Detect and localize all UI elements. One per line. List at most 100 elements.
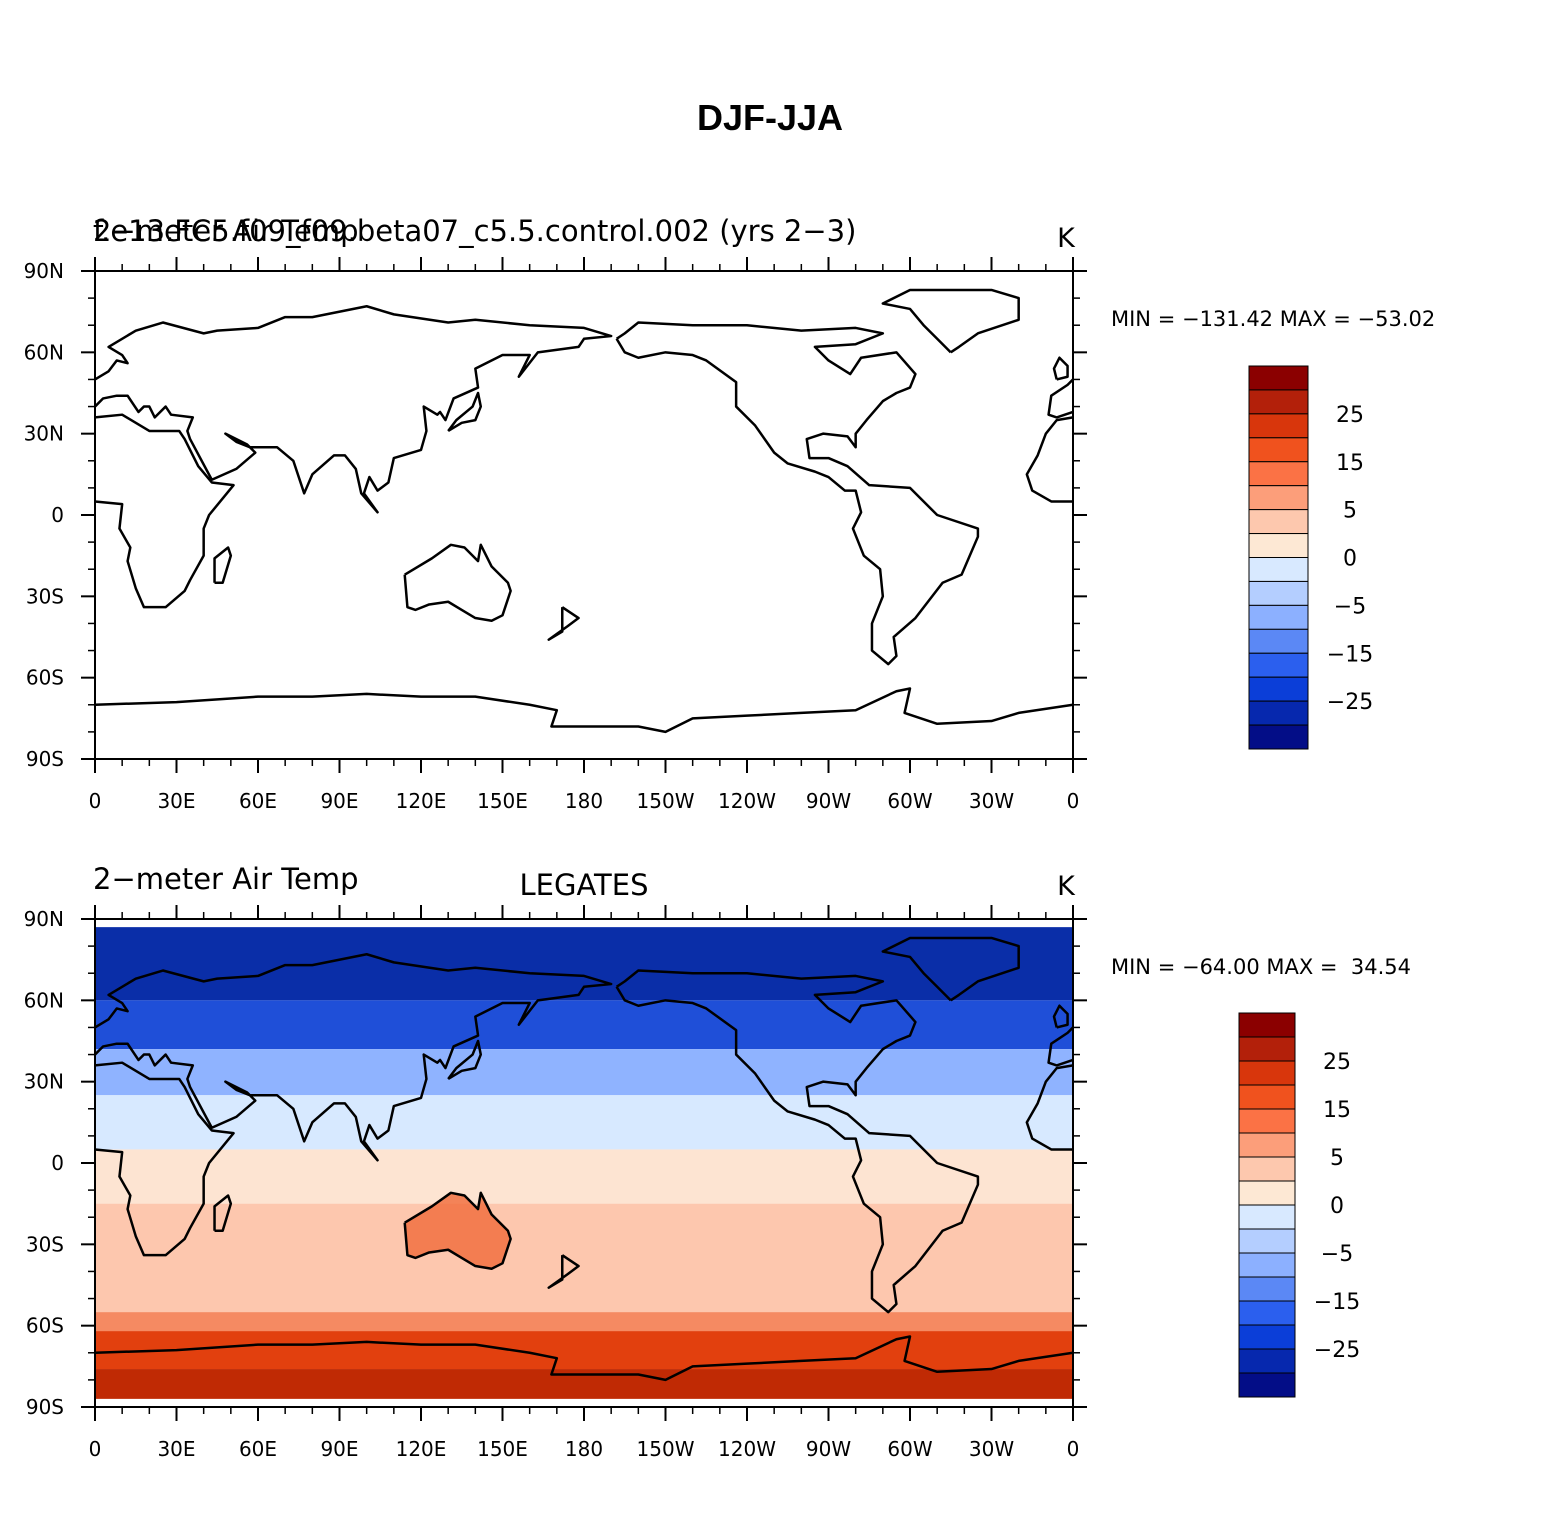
coastline xyxy=(94,1061,235,1257)
coastline xyxy=(881,936,1020,1002)
colorbar-box xyxy=(1248,413,1309,439)
lon-label: 150E xyxy=(477,1437,528,1461)
coastline xyxy=(94,1335,1074,1382)
panel-center-title: LEGATES xyxy=(520,868,649,902)
coastline xyxy=(94,952,613,1162)
panel-left-title: f.e13.FC5.f09_f09.beta07_c5.5.control.00… xyxy=(93,214,856,248)
colorbar-label: −15 xyxy=(1314,1290,1360,1315)
colorbar-box xyxy=(1248,580,1309,606)
lat-label: 90N xyxy=(24,907,64,931)
lon-label: 150E xyxy=(477,789,528,813)
lat-label: 0 xyxy=(51,503,64,527)
coastline xyxy=(1025,1064,1074,1151)
min-max: MIN = −64.00 MAX = 34.54 xyxy=(1111,955,1411,979)
colorbar-box xyxy=(1248,365,1309,391)
lon-label: 120E xyxy=(396,1437,447,1461)
min-max: MIN = −131.42 MAX = −53.02 xyxy=(1111,307,1435,331)
coastline xyxy=(213,1194,233,1233)
coastline xyxy=(447,1039,483,1081)
colorbar-box xyxy=(1248,509,1309,535)
colorbar-box xyxy=(1238,1276,1296,1302)
colorbar-box xyxy=(1238,1324,1296,1350)
coastline xyxy=(1052,356,1069,381)
lon-label: 30E xyxy=(157,789,195,813)
coastline xyxy=(1047,1026,1074,1067)
colorbar-box xyxy=(1238,1012,1296,1038)
colorbar-box xyxy=(1248,485,1309,511)
colorbar-box xyxy=(1248,557,1309,582)
field-band xyxy=(95,1149,1073,1204)
lon-label: 30W xyxy=(969,1437,1014,1461)
lon-label: 60E xyxy=(239,1437,277,1461)
lon-label: 90E xyxy=(320,789,358,813)
colorbar-box xyxy=(1248,461,1309,487)
field-band xyxy=(95,1331,1073,1370)
coastline xyxy=(403,1191,512,1270)
colorbar-label: 0 xyxy=(1330,1194,1344,1219)
colorbar-box xyxy=(1238,1132,1296,1158)
colorbar-box xyxy=(1248,628,1309,654)
lon-label: 150W xyxy=(637,1437,695,1461)
lat-label: 90N xyxy=(24,259,64,283)
colorbar-box xyxy=(1248,700,1309,726)
lat-label: 30N xyxy=(24,422,64,446)
colorbar-box xyxy=(1238,1180,1296,1206)
coastline xyxy=(1025,416,1074,503)
lon-label: 0 xyxy=(1067,1437,1080,1461)
field-band xyxy=(95,1049,1073,1096)
colorbar-box xyxy=(1238,1060,1296,1086)
field-patch xyxy=(404,1192,511,1269)
lon-label: 30E xyxy=(157,1437,195,1461)
coastline xyxy=(94,413,235,609)
coastline xyxy=(1052,1004,1069,1029)
colorbar-box xyxy=(1248,604,1309,630)
map-panel: 90N 60N 30N 0 30S 60S 90S 0 30E 60E 90E 120E 150E 180… xyxy=(24,214,1436,813)
coastline xyxy=(547,1254,580,1289)
lat-label: 30S xyxy=(26,584,64,608)
lon-label: 120W xyxy=(718,1437,776,1461)
field-band xyxy=(95,1000,1073,1050)
lon-label: 150W xyxy=(637,789,695,813)
colorbar-label: −15 xyxy=(1327,642,1373,667)
colorbar-label: 25 xyxy=(1323,1050,1351,1075)
lon-label: 180 xyxy=(565,789,603,813)
lon-label: 60W xyxy=(887,1437,932,1461)
colorbar-box xyxy=(1248,437,1309,463)
figure-title: DJF-JJA xyxy=(697,97,843,138)
colorbar-box xyxy=(1238,1372,1296,1398)
colorbar-box xyxy=(1248,724,1309,750)
lon-label: 180 xyxy=(565,1437,603,1461)
colorbar-label: 15 xyxy=(1323,1098,1351,1123)
colorbar-label: 0 xyxy=(1343,547,1357,572)
lon-label: 60E xyxy=(239,789,277,813)
lon-label: 120W xyxy=(718,789,776,813)
coastline xyxy=(615,321,980,666)
colorbar-label: 15 xyxy=(1336,451,1364,476)
colorbar-label: −5 xyxy=(1321,1242,1353,1267)
lon-label: 90E xyxy=(320,1437,358,1461)
field-band xyxy=(95,1203,1073,1313)
colorbar-label: −25 xyxy=(1314,1338,1360,1363)
colorbar-box xyxy=(1248,676,1309,702)
lat-label: 60S xyxy=(26,1314,64,1338)
coastline xyxy=(881,288,1020,354)
colorbar-box xyxy=(1238,1204,1296,1230)
coastline xyxy=(94,304,613,514)
colorbar-label: 5 xyxy=(1330,1146,1344,1171)
coastline xyxy=(1047,378,1074,419)
colorbar-box xyxy=(1238,1348,1296,1374)
lat-label: 60N xyxy=(24,988,64,1012)
colorbar-box xyxy=(1248,389,1309,415)
colorbar-label: 5 xyxy=(1343,499,1357,524)
coastline xyxy=(447,391,483,433)
lat-label: 60N xyxy=(24,340,64,364)
colorbar-label: −25 xyxy=(1327,690,1373,715)
colorbar-box xyxy=(1238,1228,1296,1254)
lon-label: 90W xyxy=(806,789,851,813)
map-panel: 90N 60N 30N 0 30S 60S 90S 0 30E 60E 90E 120E 150E 180… xyxy=(24,862,1411,1461)
lon-label: 30W xyxy=(969,789,1014,813)
colorbar-box xyxy=(1248,652,1309,678)
colorbar-box xyxy=(1238,1084,1296,1110)
panel-units: K xyxy=(1057,871,1076,902)
colorbar-box xyxy=(1238,1300,1296,1326)
